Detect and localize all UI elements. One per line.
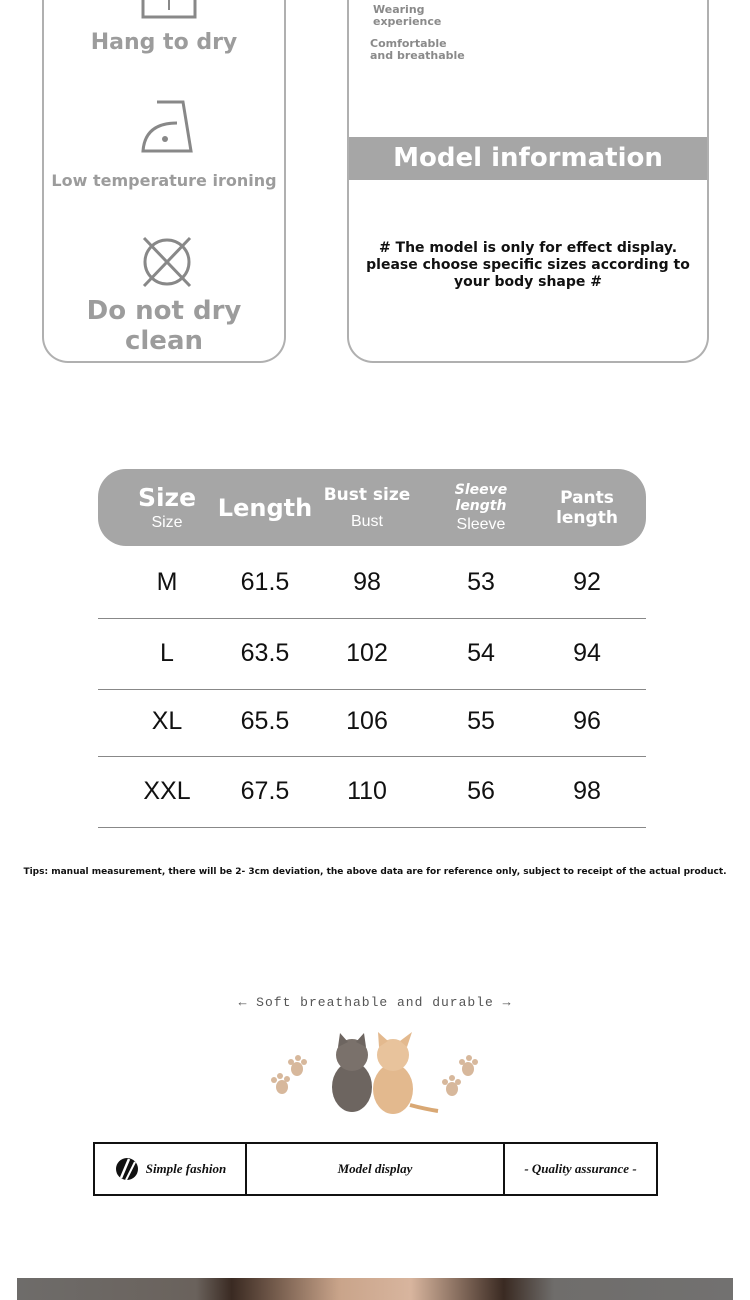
strip-simple-fashion: Simple fashion (95, 1144, 247, 1194)
strip-label: Simple fashion (145, 1161, 227, 1176)
care-label-low-temp-iron: Low temperature ironing (51, 171, 277, 190)
cell-length: 63.5 (240, 639, 290, 667)
cell-size: L (160, 639, 174, 667)
cell-bust: 102 (346, 639, 388, 667)
brand-logo-icon (115, 1158, 138, 1181)
header-length: Length (217, 493, 313, 522)
note-wearing-experience: Wearing experience (373, 3, 442, 28)
model-info-banner: Model information (349, 137, 707, 180)
tagline: ← Soft breathable and durable → (238, 995, 512, 1010)
care-card: Hang to dry Low temperature ironing Do n… (42, 0, 286, 363)
kittens-illustration (271, 1032, 478, 1114)
cell-length: 65.5 (240, 707, 290, 735)
strip-model-display: Model display (247, 1144, 505, 1194)
do-not-dry-clean-icon (142, 236, 192, 288)
cell-pants: 92 (573, 568, 601, 596)
header-sleeve: Sleeve length Sleeve (454, 481, 508, 533)
hang-dry-icon (141, 0, 197, 19)
table-row: M 61.5 98 53 92 (98, 548, 646, 619)
cell-bust: 98 (353, 568, 381, 596)
care-label-no-dry-clean: Do not dry clean (86, 296, 242, 356)
cell-pants: 94 (573, 639, 601, 667)
low-temp-iron-icon (141, 100, 193, 153)
header-pants: Pants length (556, 487, 618, 528)
header-size: Size Size (137, 482, 197, 531)
note-comfortable: Comfortable and breathable (370, 37, 465, 62)
paw-print-icon (271, 1055, 478, 1096)
cell-size: M (156, 568, 178, 596)
cell-pants: 96 (573, 707, 601, 735)
measurement-tips: Tips: manual measurement, there will be … (23, 867, 727, 877)
strip-quality-assurance: - Quality assurance - (524, 1161, 637, 1176)
model-disclaimer: # The model is only for effect display. … (366, 240, 690, 290)
model-info-card: Wearing experience Comfortable and breat… (347, 0, 709, 363)
size-table-header: Size Size Length Bust size Bust Sleeve len… (98, 469, 646, 546)
cell-pants: 98 (573, 777, 601, 805)
table-row: XXL 67.5 110 56 98 (98, 757, 646, 828)
cell-length: 67.5 (240, 777, 290, 805)
model-photo (17, 1278, 733, 1300)
cell-bust: 106 (346, 707, 388, 735)
kitten-orange (373, 1032, 439, 1114)
cell-length: 61.5 (240, 568, 290, 596)
cell-sleeve: 55 (467, 707, 495, 735)
cell-sleeve: 56 (467, 777, 495, 805)
feature-strip: Simple fashion Model display - Quality a… (93, 1142, 658, 1196)
cell-size: XXL (143, 777, 191, 805)
header-bust: Bust size Bust (323, 484, 411, 530)
cell-size: XL (151, 707, 183, 735)
table-row: XL 65.5 106 55 96 (98, 690, 646, 757)
cell-bust: 110 (347, 777, 387, 805)
care-label-hang-dry: Hang to dry (90, 30, 238, 55)
cell-sleeve: 54 (467, 639, 495, 667)
table-row: L 63.5 102 54 94 (98, 619, 646, 690)
kitten-grey (332, 1033, 372, 1112)
cell-sleeve: 53 (467, 568, 495, 596)
